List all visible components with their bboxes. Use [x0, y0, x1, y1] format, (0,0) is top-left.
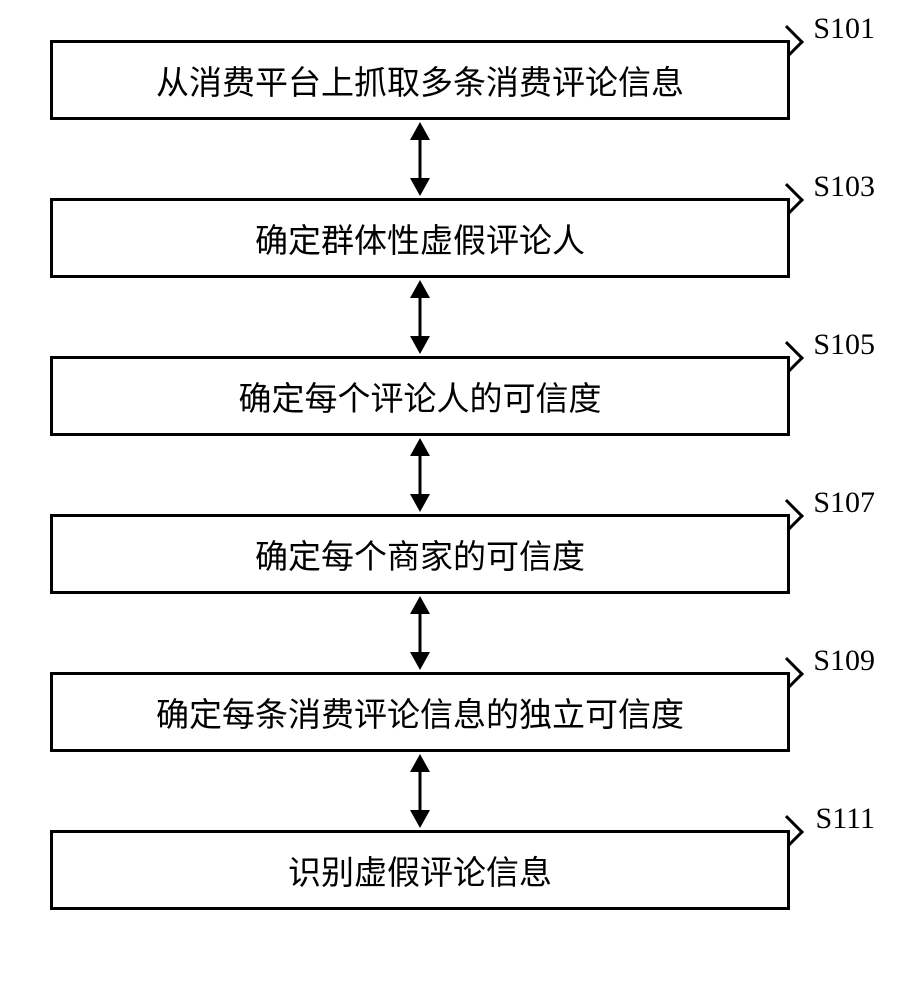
double-arrow-icon	[390, 120, 450, 198]
step-s103: S103 确定群体性虚假评论人	[50, 198, 870, 278]
arrow-connector	[50, 278, 790, 356]
arrow-connector	[50, 436, 790, 514]
step-text: 确定每个评论人的可信度	[239, 372, 602, 420]
arrow-connector	[50, 594, 790, 672]
double-arrow-icon	[390, 278, 450, 356]
step-label: S105	[813, 328, 875, 362]
step-text: 确定群体性虚假评论人	[255, 214, 585, 262]
step-s101: S101 从消费平台上抓取多条消费评论信息	[50, 40, 870, 120]
step-text: 识别虚假评论信息	[288, 846, 552, 894]
step-label: S107	[813, 486, 875, 520]
step-text: 确定每个商家的可信度	[255, 530, 585, 578]
double-arrow-icon	[390, 594, 450, 672]
step-box: 从消费平台上抓取多条消费评论信息	[50, 40, 790, 120]
arrow-connector	[50, 752, 790, 830]
double-arrow-icon	[390, 752, 450, 830]
step-s109: S109 确定每条消费评论信息的独立可信度	[50, 672, 870, 752]
step-label: S101	[813, 12, 875, 46]
step-box: 确定每条消费评论信息的独立可信度	[50, 672, 790, 752]
step-label: S103	[813, 170, 875, 204]
step-s107: S107 确定每个商家的可信度	[50, 514, 870, 594]
step-box: 确定群体性虚假评论人	[50, 198, 790, 278]
arrow-connector	[50, 120, 790, 198]
step-s105: S105 确定每个评论人的可信度	[50, 356, 870, 436]
flowchart-container: S101 从消费平台上抓取多条消费评论信息 S103 确定群体性虚假评论人 S1…	[50, 40, 870, 910]
step-box: 确定每个商家的可信度	[50, 514, 790, 594]
step-box: 确定每个评论人的可信度	[50, 356, 790, 436]
step-label: S109	[813, 644, 875, 678]
double-arrow-icon	[390, 436, 450, 514]
step-text: 确定每条消费评论信息的独立可信度	[156, 688, 684, 736]
step-box: 识别虚假评论信息	[50, 830, 790, 910]
step-text: 从消费平台上抓取多条消费评论信息	[156, 56, 684, 104]
step-label: S111	[816, 802, 875, 836]
step-s111: S111 识别虚假评论信息	[50, 830, 870, 910]
